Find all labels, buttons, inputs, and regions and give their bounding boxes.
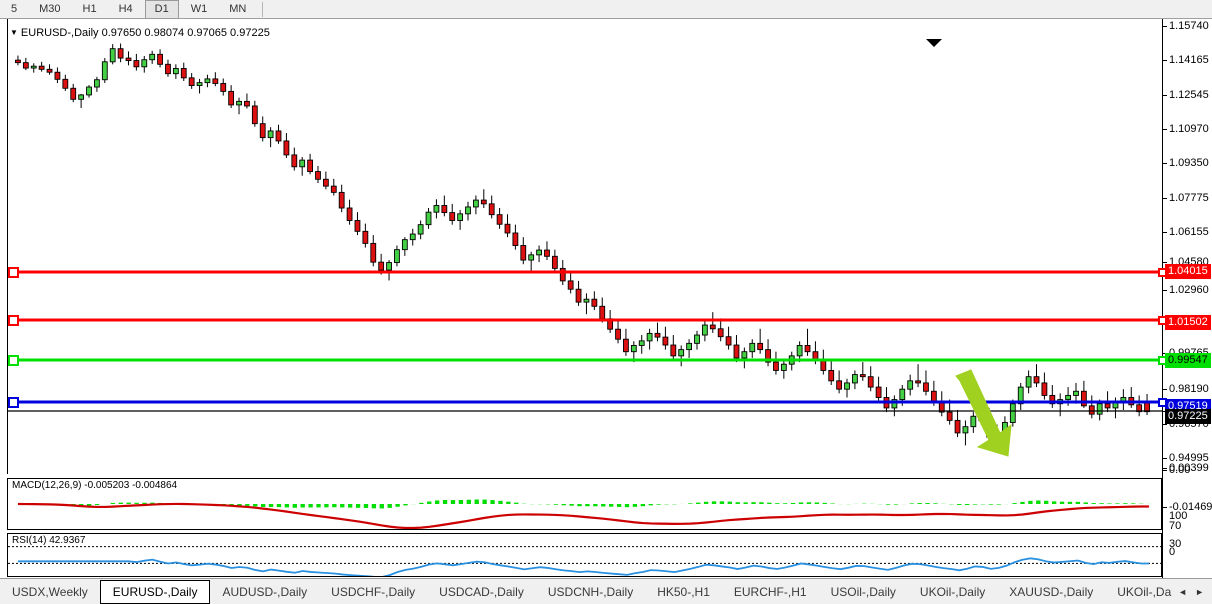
chart-tab-usdx-weekly[interactable]: USDX,Weekly (12, 584, 88, 599)
timeframe-button-h4[interactable]: H4 (118, 2, 133, 15)
macd-scale-label: 0.00 (1169, 464, 1191, 476)
price-tick (1163, 163, 1167, 164)
macd-scale-tick (1163, 470, 1167, 471)
macd-label: MACD(12,26,9) -0.005203 -0.004864 (12, 480, 178, 491)
level-axis-handle[interactable] (1158, 268, 1167, 277)
chart-tab-xauusd--daily[interactable]: XAUUSD-,Daily (1009, 584, 1094, 599)
candlestick-svg (8, 43, 1162, 457)
price-tick (1163, 458, 1167, 459)
tab-next-arrow-icon[interactable]: ► (1195, 586, 1204, 597)
rsi-scale-label: 100 (1169, 510, 1188, 522)
price-tick (1163, 95, 1167, 96)
price-plot[interactable] (7, 19, 1162, 474)
price-tick (1163, 129, 1167, 130)
macd-scale-tick (1163, 468, 1167, 469)
price-highlight-red[interactable]: 1.04015 (1165, 264, 1211, 279)
price-label: 0.96570 (1169, 418, 1209, 430)
symbol-ohlc-text: EURUSD-,Daily 0.97650 0.98074 0.97065 0.… (20, 27, 270, 39)
chart-tab-ukoil--daily[interactable]: UKOil-,Daily (919, 584, 986, 599)
price-label: 1.07775 (1169, 192, 1209, 204)
macd-scale-tick (1163, 507, 1167, 508)
price-tick (1163, 198, 1167, 199)
chart-tab-hk50--h1[interactable]: HK50-,H1 (657, 584, 710, 599)
macd-scale-label: 0.00399 (1169, 462, 1209, 474)
price-label: 1.14165 (1169, 54, 1209, 66)
price-highlight-green[interactable]: 0.99547 (1165, 353, 1211, 368)
price-highlight-black[interactable]: 0.97225 (1165, 409, 1211, 424)
chart-tab-usdcnh--daily[interactable]: USDCNH-,Daily (547, 584, 634, 599)
price-label: 1.04580 (1169, 256, 1209, 268)
price-tick (1163, 232, 1167, 233)
timeframe-button-d1[interactable]: D1 (144, 0, 179, 19)
rsi-svg (8, 546, 1161, 576)
price-tick (1163, 262, 1167, 263)
chart-tab-audusd--daily[interactable]: AUDUSD-,Daily (222, 584, 308, 599)
chart-tab-usdcad--daily[interactable]: USDCAD-,Daily (439, 584, 524, 599)
macd-pane[interactable]: MACD(12,26,9) -0.005203 -0.004864 (7, 478, 1162, 530)
price-label: 1.10970 (1169, 123, 1209, 135)
price-label: 1.02960 (1169, 284, 1209, 296)
toolbar-divider (262, 1, 264, 17)
price-label: 1.12545 (1169, 89, 1209, 101)
timeframe-button-m30[interactable]: M30 (39, 2, 61, 15)
rsi-scale-label: 70 (1169, 520, 1182, 532)
rsi-label: RSI(14) 42.9367 (12, 535, 86, 546)
level-axis-handle[interactable] (1158, 316, 1167, 325)
timeframe-button-5[interactable]: 5 (11, 2, 18, 15)
tab-prev-arrow-icon[interactable]: ◄ (1178, 586, 1188, 597)
price-tick (1163, 424, 1167, 425)
price-highlight-red[interactable]: 1.01502 (1165, 315, 1211, 330)
price-tick (1163, 60, 1167, 61)
collapse-triangle-icon[interactable]: ▼ (10, 28, 18, 37)
chart-tab-eurusd--daily[interactable]: EURUSD-,Daily (99, 580, 211, 604)
price-label: 1.06155 (1169, 226, 1209, 238)
price-scale[interactable]: 1.15740 1.14165 1.12545 1.10970 1.09350 1.077… (1158, 19, 1212, 578)
rsi-scale-label: 0 (1169, 546, 1176, 558)
down-arrow-annotation (955, 369, 1012, 457)
price-tick (1163, 389, 1167, 390)
level-axis-handle[interactable] (1158, 398, 1167, 407)
timeframe-button-mn[interactable]: MN (229, 2, 247, 15)
price-tick (1163, 290, 1167, 291)
price-label: 0.98190 (1169, 383, 1209, 395)
chart-tab-ukoil--da[interactable]: UKOil-,Da (1117, 584, 1172, 599)
chart-area: ▼ EURUSD-,Daily 0.97650 0.98074 0.97065 0… (0, 19, 1212, 592)
rsi-pane[interactable]: RSI(14) 42.9367 (7, 533, 1162, 577)
chart-top-pointer-icon (926, 39, 942, 47)
chart-tab-usoil--daily[interactable]: USOil-,Daily (830, 584, 896, 599)
macd-svg (17, 499, 1152, 529)
timeframe-button-w1[interactable]: W1 (190, 2, 208, 15)
price-label: 1.15740 (1169, 20, 1209, 32)
chart-tab-eurchf--h1[interactable]: EURCHF-,H1 (733, 584, 807, 599)
timeframe-button-h1[interactable]: H1 (82, 2, 97, 15)
price-label: 1.09350 (1169, 157, 1209, 169)
tab-scroll-controls: ◄ ► (1174, 579, 1212, 604)
timeframe-toolbar: 5 M30 H1 H4 D1 W1 MN (0, 0, 1212, 19)
rsi-scale-label: 30 (1169, 538, 1182, 550)
chart-tab-usdchf--daily[interactable]: USDCHF-,Daily (331, 584, 416, 599)
price-tick (1163, 26, 1167, 27)
level-axis-handle[interactable] (1158, 356, 1167, 365)
price-label: 0.94995 (1169, 452, 1209, 464)
macd-scale-label: -0.014693 (1169, 501, 1212, 513)
chart-tab-bar: USDX,Weekly EURUSD-,Daily AUDUSD-,Daily USD… (0, 578, 1212, 604)
symbol-ohlc-header: ▼ EURUSD-,Daily 0.97650 0.98074 0.97065 0… (10, 27, 270, 39)
